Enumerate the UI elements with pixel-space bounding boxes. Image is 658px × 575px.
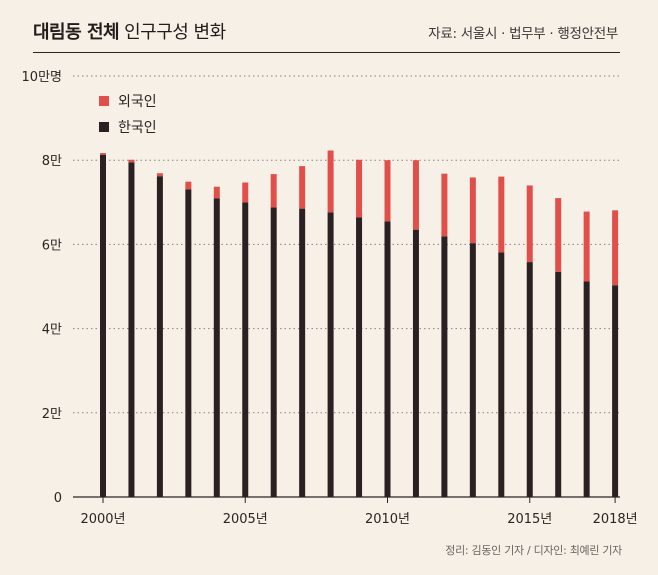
bar-korean-2012 xyxy=(441,236,448,497)
legend-swatch-foreign xyxy=(99,96,109,106)
bar-foreign-2010 xyxy=(384,160,391,222)
y-tick-label: 6만 xyxy=(42,238,62,253)
y-tick-label: 8만 xyxy=(42,154,62,169)
bar-korean-2004 xyxy=(213,198,220,498)
bar-foreign-2005 xyxy=(242,182,249,203)
bar-korean-2005 xyxy=(242,202,249,498)
bar-foreign-2009 xyxy=(356,159,363,218)
bar-foreign-2015 xyxy=(526,185,533,263)
bar-korean-2003 xyxy=(185,189,192,497)
bar-korean-2016 xyxy=(555,271,562,497)
bar-foreign-2012 xyxy=(441,173,448,237)
bar-foreign-2001 xyxy=(128,159,135,163)
bar-foreign-2011 xyxy=(412,160,419,230)
bar-foreign-2004 xyxy=(213,186,220,199)
bar-foreign-2002 xyxy=(156,173,163,177)
bar-korean-2018 xyxy=(612,285,619,497)
credit-note: 정리: 김동인 기자 / 디자인: 최예린 기자 xyxy=(445,544,622,557)
y-tick-label: 2만 xyxy=(42,407,62,422)
x-tick-label: 2015년 xyxy=(507,512,552,527)
bar-foreign-2016 xyxy=(555,198,562,272)
x-tick-label: 2010년 xyxy=(365,512,410,527)
bar-korean-2011 xyxy=(412,229,419,498)
bar-foreign-2008 xyxy=(327,150,334,213)
bar-korean-2017 xyxy=(583,281,590,497)
bar-foreign-2007 xyxy=(299,166,306,209)
bar-korean-2013 xyxy=(469,243,476,497)
bar-korean-2014 xyxy=(498,252,505,497)
bar-korean-2001 xyxy=(128,162,135,497)
y-tick-label: 10만명 xyxy=(22,70,62,85)
bar-korean-2006 xyxy=(270,207,277,498)
legend-label-foreign: 외국인 xyxy=(118,94,157,110)
bar-korean-2000 xyxy=(100,154,106,498)
legend-swatch-korean xyxy=(99,122,109,132)
y-tick-label: 4만 xyxy=(42,323,62,338)
bar-korean-2007 xyxy=(299,208,306,498)
bar-foreign-2000 xyxy=(100,153,106,155)
bar-korean-2002 xyxy=(156,176,163,497)
bar-korean-2010 xyxy=(384,221,391,497)
bar-korean-2008 xyxy=(327,212,334,498)
chart-title: 대림동 전체 인구구성 변화 xyxy=(33,18,226,44)
header-divider xyxy=(33,52,620,53)
chart-title-rest: 인구구성 변화 xyxy=(124,22,226,43)
source-note: 자료: 서울시 · 법무부 · 행정안전부 xyxy=(428,26,618,42)
bar-foreign-2017 xyxy=(583,211,590,282)
bar-foreign-2006 xyxy=(270,174,277,208)
legend-label-korean: 한국인 xyxy=(118,120,157,136)
bar-korean-2015 xyxy=(526,262,533,497)
y-tick-label: 0 xyxy=(54,491,62,506)
bar-korean-2009 xyxy=(356,217,363,497)
bar-foreign-2003 xyxy=(185,181,192,190)
x-tick-label: 2018년 xyxy=(593,512,638,527)
chart-title-bold: 대림동 전체 xyxy=(33,22,120,43)
x-tick-label: 2005년 xyxy=(223,512,268,527)
bar-foreign-2013 xyxy=(469,177,476,244)
bar-foreign-2014 xyxy=(498,176,505,253)
bar-foreign-2018 xyxy=(612,210,619,286)
x-tick-label: 2000년 xyxy=(80,512,125,527)
